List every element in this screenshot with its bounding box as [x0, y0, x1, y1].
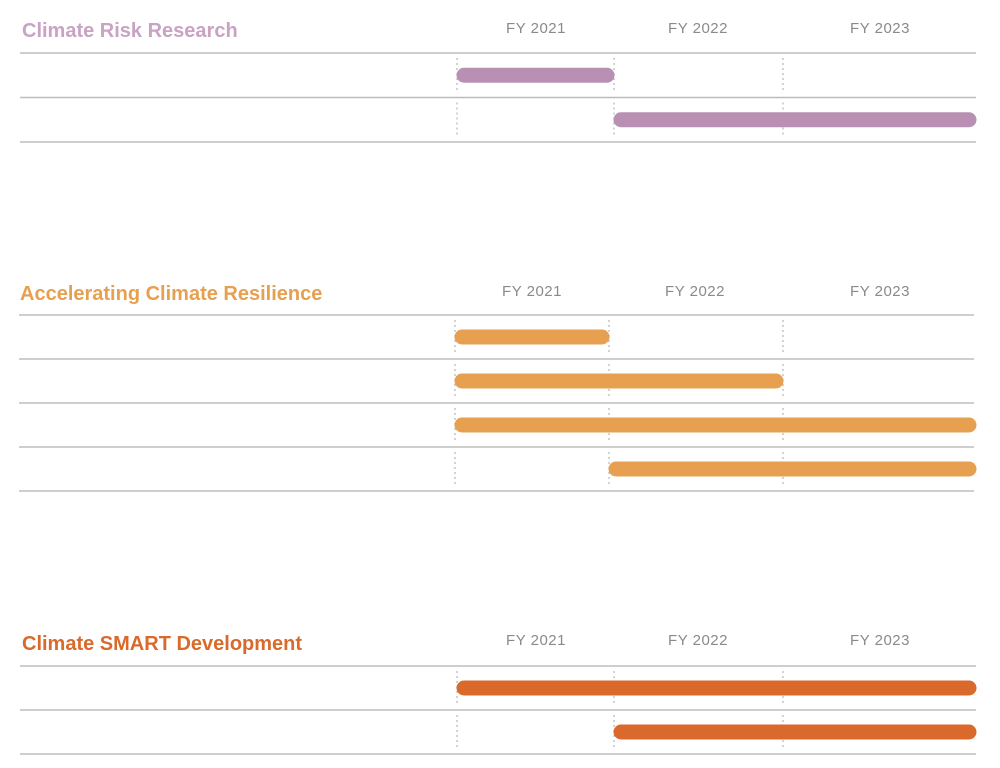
section-climate-smart-development: Climate SMART Development FY 2021 FY 202… [20, 632, 977, 755]
fy-label-2023: FY 2023 [850, 632, 910, 649]
fy-label-2021: FY 2021 [502, 283, 562, 300]
section-accelerating-climate-resilience: Accelerating Climate Resilience FY 2021 … [19, 283, 977, 492]
timeline-rows [20, 665, 977, 755]
fy-label-2022: FY 2022 [668, 632, 728, 649]
fy-label-2021: FY 2021 [506, 632, 566, 649]
timeline-rows [19, 314, 977, 492]
fy-label-2023: FY 2023 [850, 20, 910, 37]
fy-label-2021: FY 2021 [506, 20, 566, 37]
section-title: Accelerating Climate Resilience [20, 283, 322, 305]
section-climate-risk-research: Climate Risk Research FY 2021 FY 2022 FY… [20, 20, 977, 143]
fy-label-2023: FY 2023 [850, 283, 910, 300]
fy-label-2022: FY 2022 [668, 20, 728, 37]
fy-label-2022: FY 2022 [665, 283, 725, 300]
section-title: Climate Risk Research [22, 20, 238, 42]
timeline-rows [20, 52, 977, 143]
section-title: Climate SMART Development [22, 633, 302, 655]
